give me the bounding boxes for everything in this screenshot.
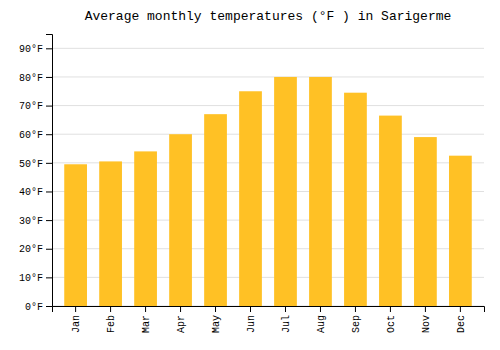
bar <box>274 77 297 306</box>
bar <box>379 116 402 306</box>
y-tick-label: 80°F <box>19 73 43 84</box>
bar <box>169 134 192 306</box>
x-tick-mark <box>75 306 76 312</box>
y-tick-label: 70°F <box>19 101 43 112</box>
x-tick: Sep <box>351 306 362 333</box>
x-tick: Mar <box>141 306 152 333</box>
y-tick-mark <box>46 48 52 49</box>
y-tick-mark <box>46 191 52 192</box>
y-tick-label: 20°F <box>19 244 43 255</box>
x-tick-mark <box>180 306 181 312</box>
y-tick: 10°F <box>19 273 52 284</box>
bar <box>414 137 437 306</box>
x-tick-label: Dec <box>456 315 467 333</box>
plot: 0°F 10°F 20°F 30°F 40°F 50°F 60°F 70°F 80°F 90°F J… <box>19 35 485 334</box>
y-tick: 80°F <box>19 73 52 84</box>
x-tick: Dec <box>456 306 467 333</box>
y-tick-label: 10°F <box>19 273 43 284</box>
x-tick-label: Jan <box>71 315 82 333</box>
x-tick-mark <box>145 306 146 312</box>
x-tick: Jan <box>71 306 82 333</box>
y-tick: 60°F <box>19 130 52 141</box>
x-tick: Aug <box>316 306 327 333</box>
x-tick-label: Apr <box>176 315 187 333</box>
y-tick-mark <box>46 306 52 307</box>
x-axis-line <box>53 307 485 313</box>
grid-line <box>52 134 484 135</box>
x-tick-mark <box>355 306 356 312</box>
y-tick-mark <box>46 134 52 135</box>
x-tick: Feb <box>106 306 117 333</box>
bar <box>99 161 122 306</box>
y-tick-label: 60°F <box>19 130 43 141</box>
y-tick-label: 50°F <box>19 159 43 170</box>
y-axis-line <box>46 35 53 307</box>
grid-line <box>52 48 484 49</box>
bar <box>204 114 227 306</box>
x-tick-label: Feb <box>106 315 117 333</box>
x-tick-label: Sep <box>351 315 362 333</box>
grid-line <box>52 76 484 77</box>
y-tick: 40°F <box>19 187 52 198</box>
x-tick-mark <box>460 306 461 312</box>
chart: 0°F 10°F 20°F 30°F 40°F 50°F 60°F 70°F 80°F 90°F J… <box>0 0 500 350</box>
x-tick-mark <box>390 306 391 312</box>
x-tick-mark <box>250 306 251 312</box>
y-tick-mark <box>46 163 52 164</box>
x-tick-label: Jun <box>246 315 257 333</box>
bar <box>64 164 87 306</box>
x-tick-label: Jul <box>281 315 292 333</box>
x-tick-label: Nov <box>421 315 432 333</box>
y-tick: 0°F <box>25 302 52 313</box>
y-tick: 20°F <box>19 244 52 255</box>
y-tick-mark <box>46 220 52 221</box>
x-tick-mark <box>110 306 111 312</box>
x-tick: Nov <box>421 306 432 333</box>
x-tick: Jun <box>246 306 257 333</box>
x-axis: Jan Feb Mar Apr May Jun Jul Aug Sep Oct Nov Dec <box>53 306 485 333</box>
y-tick-label: 30°F <box>19 216 43 227</box>
x-tick-label: May <box>211 315 222 333</box>
y-tick-label: 40°F <box>19 187 43 198</box>
y-tick: 50°F <box>19 159 52 170</box>
x-tick: Apr <box>176 306 187 333</box>
y-tick-mark <box>46 277 52 278</box>
bars <box>64 77 472 306</box>
bar <box>309 77 332 306</box>
x-tick: May <box>211 306 222 333</box>
bar <box>134 151 157 306</box>
y-tick-mark <box>46 77 52 78</box>
x-tick-label: Mar <box>141 315 152 333</box>
y-tick: 90°F <box>19 44 52 55</box>
y-tick-label: 0°F <box>25 302 43 313</box>
x-tick-mark <box>215 306 216 312</box>
bar <box>449 156 472 306</box>
y-tick: 70°F <box>19 101 52 112</box>
y-tick-mark <box>46 249 52 250</box>
y-tick-mark <box>46 106 52 107</box>
x-tick-label: Aug <box>316 315 327 333</box>
title: Average monthly temperatures (°F ) in Sa… <box>85 9 452 24</box>
x-tick-label: Oct <box>386 315 397 333</box>
x-tick: Jul <box>281 306 292 333</box>
x-tick: Oct <box>386 306 397 333</box>
x-tick-mark <box>320 306 321 312</box>
grid <box>52 48 484 306</box>
bar <box>344 93 367 306</box>
bar <box>239 91 262 306</box>
x-tick-mark <box>285 306 286 312</box>
y-axis: 0°F 10°F 20°F 30°F 40°F 50°F 60°F 70°F 80°F 90°F <box>19 35 53 313</box>
x-tick-mark <box>425 306 426 312</box>
y-tick-label: 90°F <box>19 44 43 55</box>
grid-line <box>52 105 484 106</box>
y-tick: 30°F <box>19 216 52 227</box>
